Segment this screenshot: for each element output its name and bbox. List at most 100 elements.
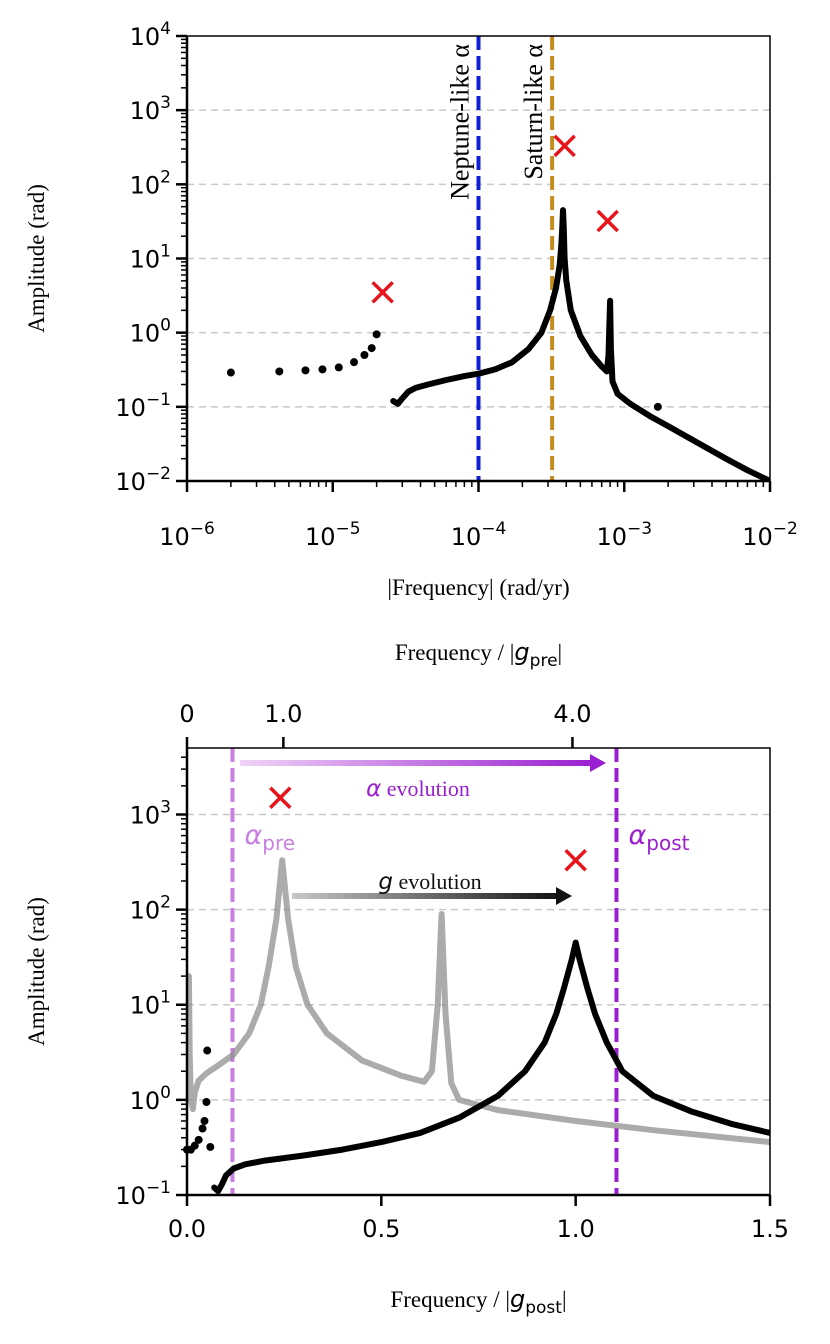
x2-tick-label: 1.0 (264, 700, 302, 728)
x-tick-label-base: 10 (451, 523, 482, 551)
y-tick-label-base: 10 (130, 171, 161, 199)
x-tick-label: 10−4 (451, 519, 507, 551)
y-tick-label: 10−2 (115, 464, 171, 496)
x2-axis-label-part: | (558, 640, 563, 665)
annotation: g evolution (378, 869, 481, 895)
point (350, 358, 359, 367)
annotation-text: evolution (393, 869, 482, 894)
y-tick-label-exp: −1 (146, 390, 171, 410)
x2-axis-label: Frequency / |gpre| (395, 638, 562, 671)
x2-tick-label: 4.0 (553, 700, 591, 728)
curve (211, 939, 770, 1195)
x-axis-label-part: g (510, 1285, 525, 1313)
vline-label-sub: post (646, 831, 689, 855)
point (275, 367, 284, 376)
x-axis-label-part: Frequency / | (390, 1287, 510, 1312)
x-tick-label: 0.5 (362, 1215, 400, 1243)
y-tick-label: 100 (130, 1083, 171, 1115)
x-tick-label-exp: −4 (481, 519, 506, 539)
y-tick-label-exp: 4 (160, 19, 171, 39)
y-tick-label: 10−1 (115, 1178, 171, 1210)
x-tick-label-base: 10 (305, 523, 336, 551)
y-tick-label-exp: 1 (160, 242, 171, 262)
point (202, 1097, 211, 1106)
x-axis-label-part: | (562, 1287, 567, 1312)
x-tick-label: 10−2 (742, 519, 798, 551)
vline-label: αpost (628, 820, 689, 855)
x-tick-label-base: 10 (159, 523, 190, 551)
alpha-arrow (240, 754, 606, 772)
vline-label: Neptune-like α (446, 44, 475, 200)
y-tick-label-exp: 2 (160, 893, 171, 913)
y-tick-label-base: 10 (130, 320, 161, 348)
x-marker-stroke (553, 134, 576, 158)
x-marker-stroke (596, 209, 619, 233)
vline-label-var: α (244, 820, 262, 851)
x-tick-label-base: 10 (742, 523, 773, 551)
point (194, 1135, 203, 1144)
point (318, 365, 327, 374)
x-marker-stroke (371, 281, 394, 304)
y-tick-label-exp: −1 (146, 1178, 171, 1198)
x-marker-stroke (564, 849, 587, 872)
y-tick-label-base: 10 (130, 1087, 161, 1115)
x2-tick-label-base: 1.0 (264, 700, 302, 728)
curve (390, 207, 770, 481)
x-marker (553, 134, 576, 158)
x-tick-label-base: 10 (596, 523, 627, 551)
x-marker-stroke (269, 786, 292, 809)
y-tick-label-base: 10 (130, 23, 161, 51)
y-axis-label: Amplitude (rad) (24, 184, 49, 333)
y-tick-label-base: 10 (115, 468, 146, 496)
vline-label: Saturn-like α (519, 44, 548, 180)
x-tick-label-exp: −3 (627, 519, 652, 539)
vline-label: αpre (244, 820, 295, 855)
x-marker (371, 281, 394, 304)
vline-label-var: α (628, 820, 646, 851)
y-tick-label-exp: 2 (160, 167, 171, 187)
point (372, 330, 381, 339)
x2-axis-label-part: pre (530, 651, 558, 671)
y-tick-label: 102 (130, 167, 171, 199)
point (334, 363, 343, 372)
point (206, 1142, 215, 1151)
y-tick-label: 104 (130, 19, 171, 51)
y-tick-label-base: 10 (130, 992, 161, 1020)
point (200, 1116, 209, 1125)
x-axis-label: Frequency / |gpost| (390, 1285, 566, 1318)
x-tick-label: 10−5 (305, 519, 361, 551)
x-tick-label-exp: −2 (773, 519, 798, 539)
annotation-var: g (378, 869, 393, 895)
y-tick-label-base: 10 (130, 897, 161, 925)
y-tick-label: 103 (130, 797, 171, 829)
point (198, 1124, 207, 1133)
x-tick-label: 1.5 (751, 1215, 789, 1243)
y-tick-label: 100 (130, 316, 171, 348)
point (226, 368, 235, 377)
y-tick-label-base: 10 (115, 394, 146, 422)
point (301, 366, 310, 375)
annotation-text: evolution (381, 776, 470, 801)
g-arrow (292, 887, 572, 905)
x-tick-label-base: 1.0 (557, 1215, 595, 1243)
x2-axis-label-part: g (514, 638, 529, 666)
curve (187, 857, 770, 1146)
y-tick-label-base: 10 (130, 801, 161, 829)
y-tick-label-exp: 1 (160, 988, 171, 1008)
annotation: α evolution (366, 776, 470, 802)
point (653, 402, 662, 411)
y-axis-label: Amplitude (rad) (24, 897, 49, 1046)
point (190, 1141, 199, 1150)
point (367, 344, 376, 353)
x2-tick-label-base: 4.0 (553, 700, 591, 728)
y-tick-label-exp: 0 (160, 1083, 171, 1103)
y-tick-label: 103 (130, 93, 171, 125)
y-tick-label-exp: 3 (160, 93, 171, 113)
x-tick-label: 10−3 (596, 519, 652, 551)
x-tick-label-base: 0.0 (168, 1215, 206, 1243)
vline-label-sub: pre (262, 831, 295, 855)
y-tick-label: 101 (130, 988, 171, 1020)
x-axis-label: |Frequency| (rad/yr) (387, 575, 569, 600)
x2-tick-label: 0 (179, 700, 194, 728)
point (203, 1046, 212, 1055)
